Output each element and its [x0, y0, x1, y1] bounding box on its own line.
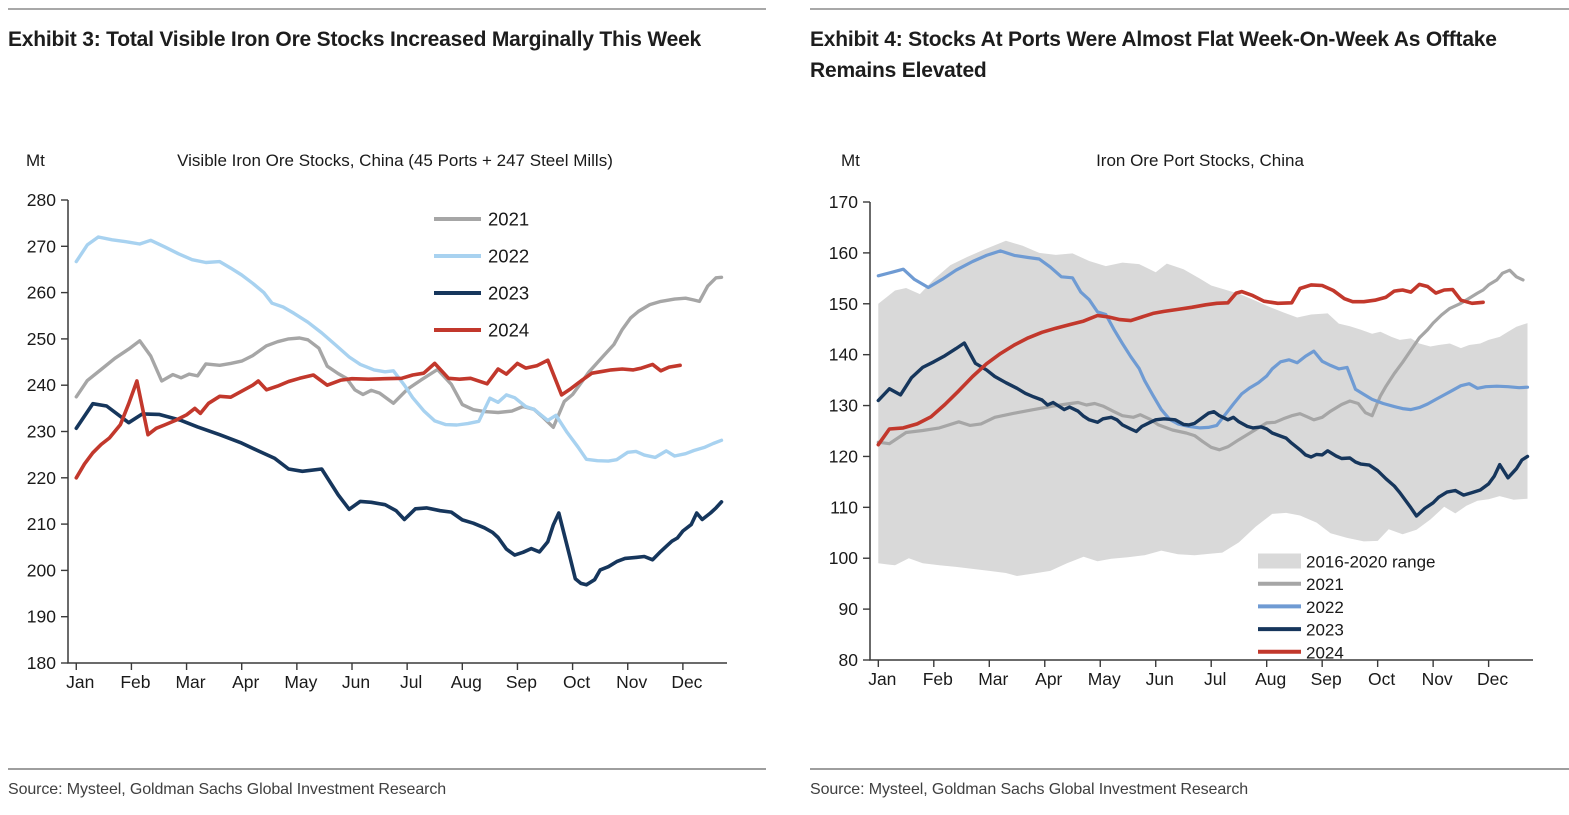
legend-item-2016-2020-range: 2016-2020 range: [1258, 553, 1436, 572]
legend-item-2022: 2022: [1258, 598, 1344, 617]
series-line-2021: [74, 275, 724, 429]
series-line-2022: [74, 235, 724, 463]
legend-label: 2016-2020 range: [1306, 553, 1436, 572]
x-tick-label: Jun: [1146, 669, 1174, 689]
y-tick-label: 250: [27, 329, 56, 349]
legend-label: 2022: [488, 246, 529, 267]
legend-item-2021: 2021: [1258, 575, 1344, 594]
y-tick-label: 270: [27, 236, 56, 256]
y-tick-label: 140: [829, 345, 858, 365]
y-tick-label: 120: [829, 446, 858, 466]
series-line-2023: [876, 341, 1530, 518]
source-text-right: Source: Mysteel, Goldman Sachs Global In…: [810, 781, 1249, 798]
y-tick-label: 210: [27, 514, 56, 534]
y-unit-label: Mt: [26, 151, 45, 170]
x-tick-label: Aug: [451, 672, 482, 692]
y-tick-label: 130: [829, 396, 858, 416]
series-line-2024: [74, 358, 682, 480]
x-tick-label: Apr: [232, 672, 259, 692]
x-tick-label: Sep: [1311, 669, 1342, 689]
x-tick-label: Jul: [400, 672, 422, 692]
divider-top-right: [810, 8, 1569, 10]
chart-title: Iron Ore Port Stocks, China: [1096, 151, 1304, 170]
x-tick-label: Apr: [1035, 669, 1062, 689]
y-tick-label: 240: [27, 375, 56, 395]
series-line-2024: [876, 282, 1485, 447]
x-tick-label: Mar: [175, 672, 205, 692]
y-tick-label: 90: [839, 599, 859, 619]
x-tick-label: May: [1088, 669, 1121, 689]
divider-top-left: [8, 8, 766, 10]
legend-item-2021: 2021: [434, 209, 529, 230]
x-tick-label: Oct: [1368, 669, 1395, 689]
axis-lines: [67, 200, 727, 664]
band-area-2016-2020-range: [878, 240, 1528, 576]
x-tick-label: Jun: [342, 672, 370, 692]
x-tick-label: Nov: [616, 672, 647, 692]
y-tick-label: 110: [830, 497, 858, 517]
series-line-2022: [876, 249, 1530, 430]
legend-label: 2023: [1306, 621, 1344, 640]
y-tick-label: 150: [829, 294, 858, 314]
y-tick-label: 280: [27, 190, 56, 210]
x-tick-label: May: [284, 672, 317, 692]
exhibit3-title: Exhibit 3: Total Visible Iron Ore Stocks…: [8, 28, 702, 51]
visible-iron-ore-stocks-chart: 280 270 260 250 240 230 220 210 200 190 180 Jan Feb M…: [26, 151, 727, 692]
divider-bottom-right: [810, 768, 1569, 770]
legend-label: 2021: [488, 209, 529, 230]
x-tick-label: Oct: [563, 672, 590, 692]
y-tick-label: 160: [829, 243, 858, 263]
y-tick-label: 180: [27, 653, 56, 673]
iron-ore-port-stocks-chart: 170 160 150 140 130 120 110 100 90 80 Jan Feb Mar Apr…: [829, 151, 1533, 689]
x-tick-label: Dec: [1477, 669, 1508, 689]
legend-label: 2021: [1306, 575, 1344, 594]
x-tick-label: Mar: [978, 669, 1008, 689]
y-tick-label: 220: [27, 468, 56, 488]
legend-item-2023: 2023: [1258, 621, 1344, 640]
x-tick-label: Aug: [1255, 669, 1286, 689]
y-unit-label: Mt: [841, 151, 860, 170]
y-tick-label: 80: [839, 650, 859, 670]
series-line-2023: [74, 401, 724, 587]
y-tick-label: 230: [27, 422, 56, 442]
y-tick-label: 100: [829, 548, 858, 568]
exhibit4-title: Exhibit 4: Stocks At Ports Were Almost F…: [810, 28, 1497, 82]
y-tick-label: 170: [829, 192, 858, 212]
x-tick-label: Jan: [66, 672, 94, 692]
y-tick-label: 190: [27, 607, 56, 627]
y-tick-label: 200: [27, 560, 56, 580]
legend-label: 2024: [488, 320, 529, 341]
x-tick-label: Dec: [671, 672, 702, 692]
legend-item-2023: 2023: [434, 283, 529, 304]
legend-label: 2023: [488, 283, 529, 304]
legend-item-2024: 2024: [434, 320, 529, 341]
x-tick-label: Nov: [1422, 669, 1453, 689]
legend-item-2024: 2024: [1258, 643, 1344, 662]
y-tick-label: 260: [27, 283, 56, 303]
x-tick-label: Feb: [120, 672, 150, 692]
legend-label: 2022: [1306, 598, 1344, 617]
series-line-2021: [876, 268, 1525, 452]
x-tick-label: Sep: [506, 672, 537, 692]
x-tick-label: Jul: [1204, 669, 1226, 689]
x-tick-label: Jan: [868, 669, 896, 689]
chart-title: Visible Iron Ore Stocks, China (45 Ports…: [177, 151, 613, 170]
legend-item-2022: 2022: [434, 246, 529, 267]
divider-bottom-left: [8, 768, 766, 770]
x-tick-label: Feb: [923, 669, 953, 689]
legend-swatch-band: [1258, 553, 1301, 569]
source-text-left: Source: Mysteel, Goldman Sachs Global In…: [8, 781, 447, 798]
legend-label: 2024: [1306, 643, 1344, 662]
